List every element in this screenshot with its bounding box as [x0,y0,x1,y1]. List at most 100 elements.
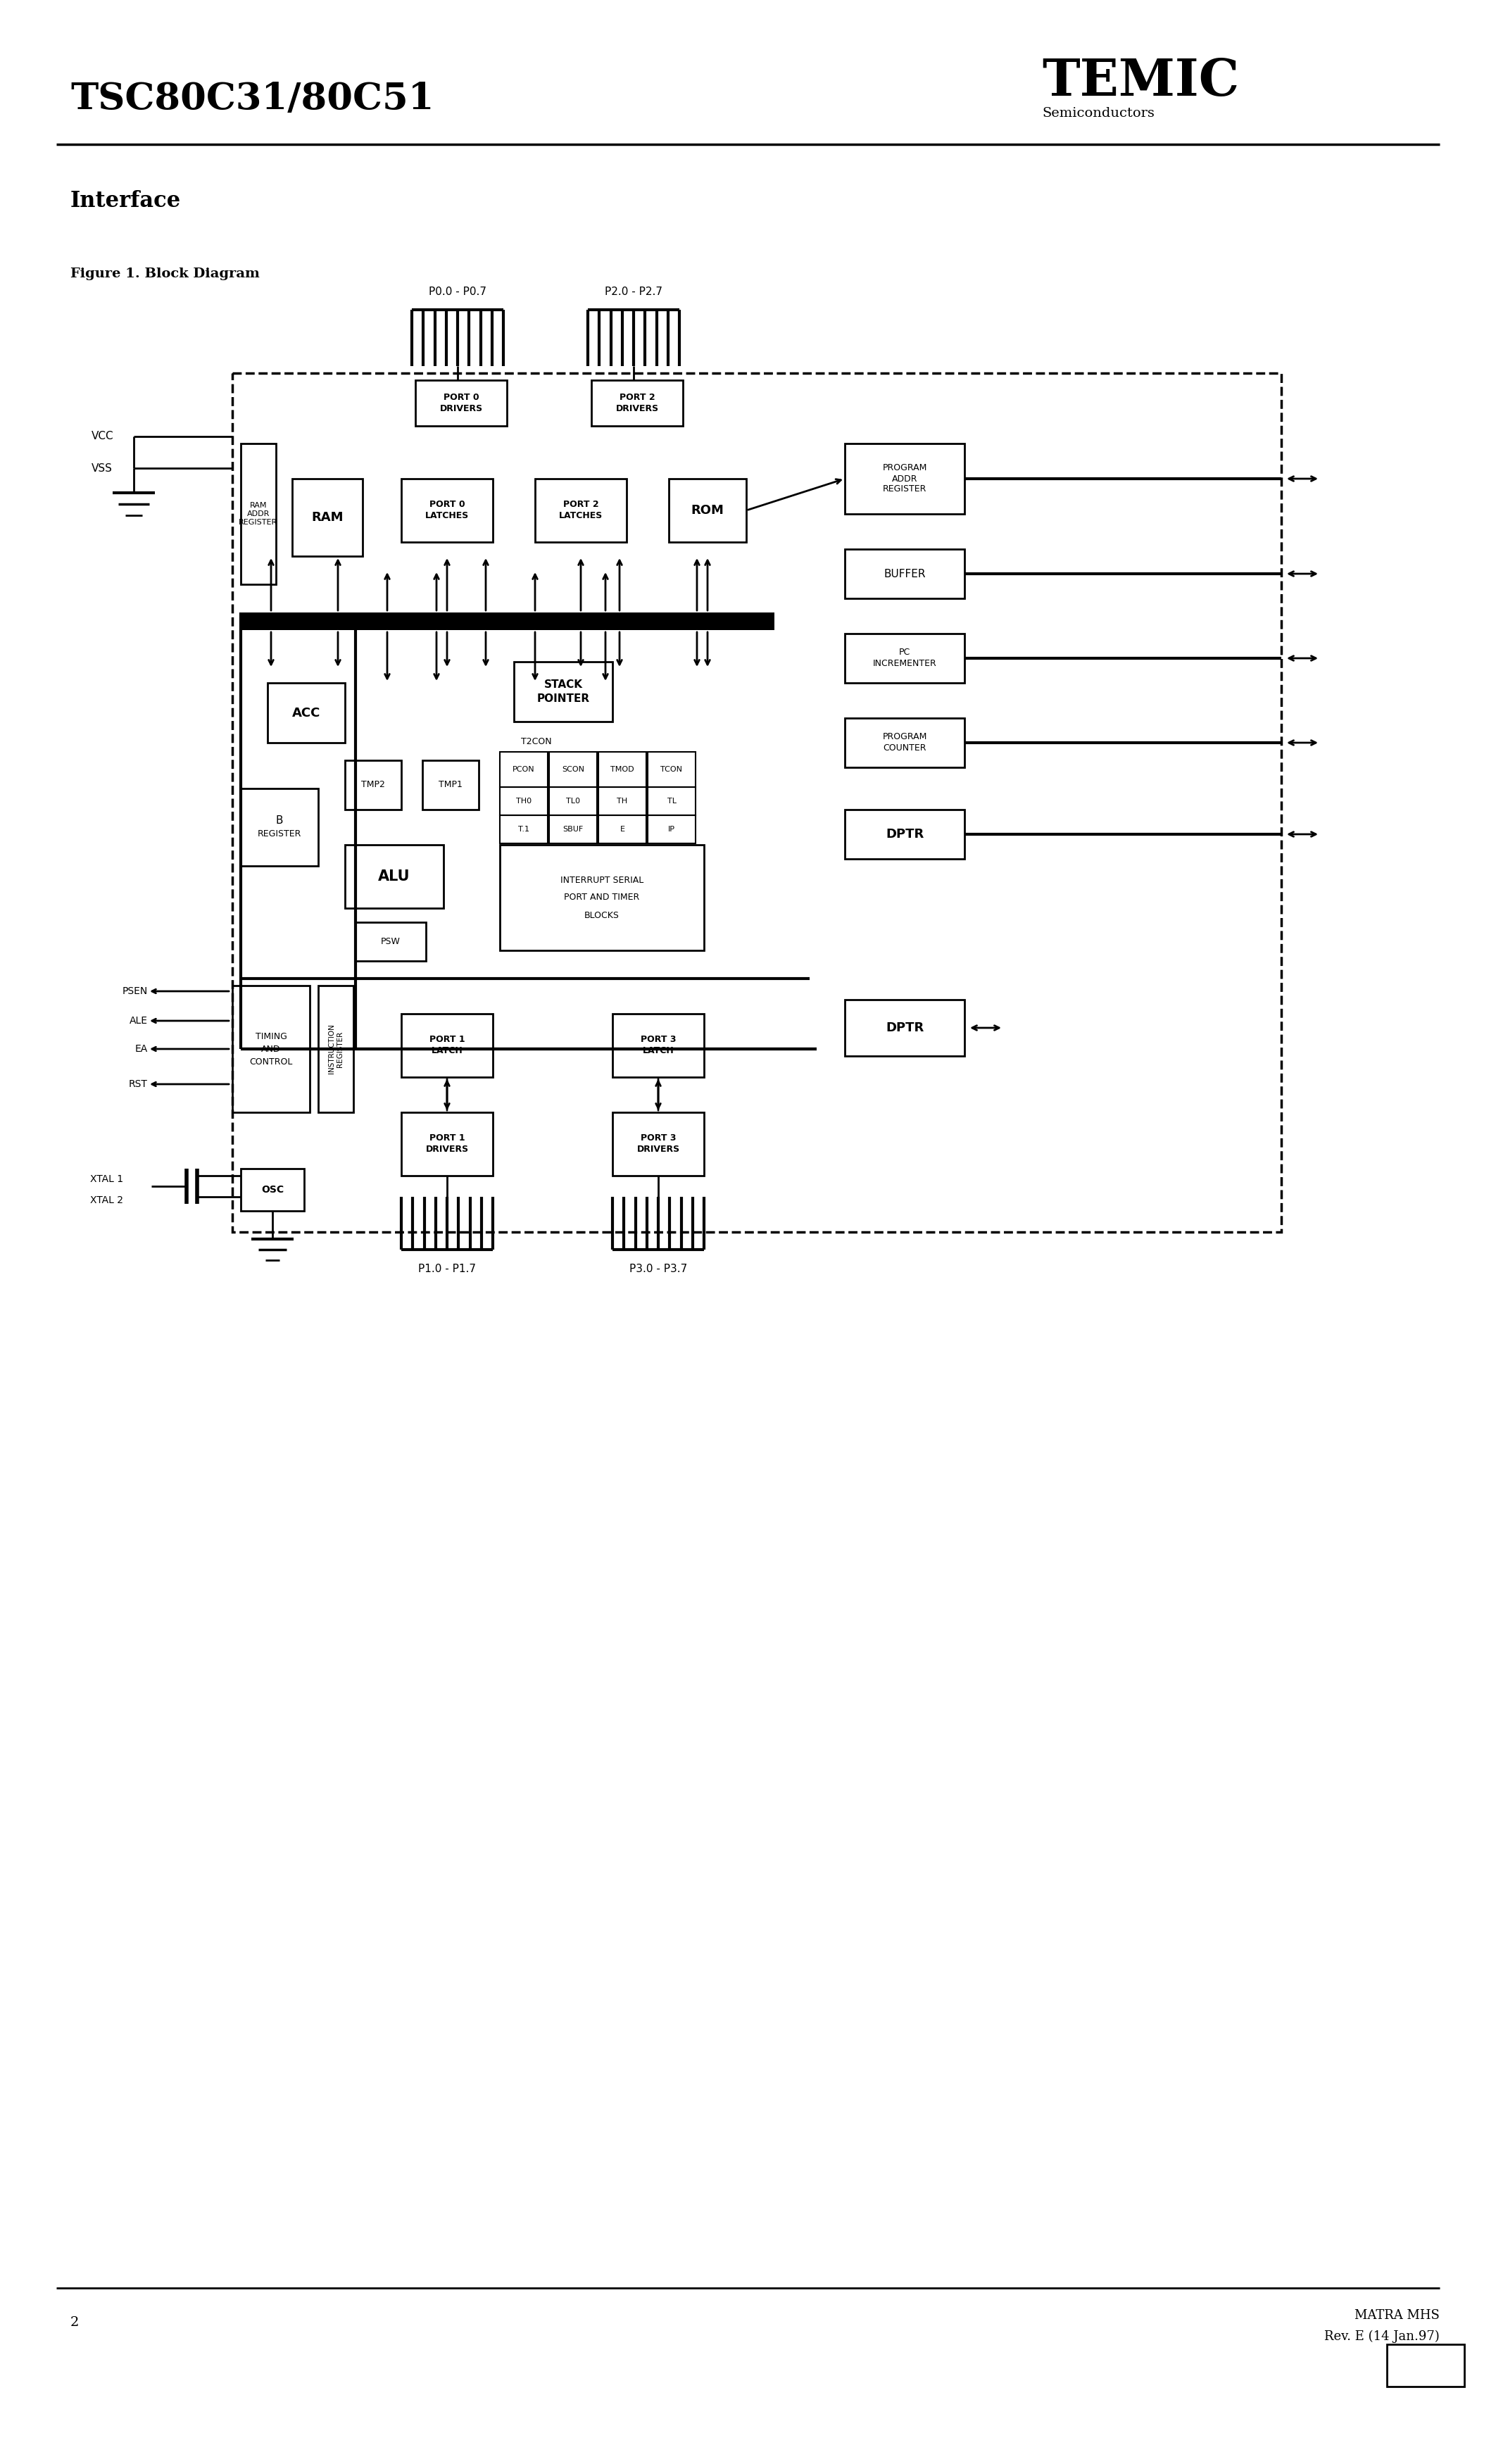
Text: PCON: PCON [513,766,536,774]
Text: REGISTER: REGISTER [883,485,926,493]
Text: Semiconductors: Semiconductors [1041,106,1155,121]
Bar [241,444,275,584]
Text: Figure 1. Block Diagram: Figure 1. Block Diagram [70,269,260,281]
Text: AND: AND [262,1045,281,1055]
Text: PROGRAM: PROGRAM [883,463,928,473]
Bar [549,816,597,843]
Text: ACC: ACC [292,707,320,719]
Bar [612,1111,705,1175]
Text: P0.0 - P0.7: P0.0 - P0.7 [429,286,486,298]
Bar [232,372,1281,1232]
Text: VSS: VSS [91,463,112,473]
Text: PORT 3: PORT 3 [640,1133,676,1143]
Text: XTAL 1: XTAL 1 [90,1175,123,1185]
Bar [241,788,319,865]
Text: PORT 1: PORT 1 [429,1133,465,1143]
Text: DRIVERS: DRIVERS [616,404,658,414]
Text: RAM
ADDR
REGISTER: RAM ADDR REGISTER [239,503,278,525]
Text: TCON: TCON [661,766,682,774]
Text: PORT 3: PORT 3 [640,1035,676,1045]
Text: TH: TH [616,798,628,806]
Text: IP: IP [669,825,675,833]
Bar [845,717,965,766]
Text: PROGRAM: PROGRAM [883,732,928,742]
Bar [319,986,353,1111]
Text: TEMIC: TEMIC [1041,57,1239,106]
Bar [612,1013,705,1077]
Bar [845,811,965,860]
Text: VCC: VCC [91,431,114,441]
Bar [598,816,646,843]
Text: TMP2: TMP2 [361,781,384,788]
Bar [669,478,747,542]
Text: PSEN: PSEN [123,986,148,995]
Bar [416,379,507,426]
Text: COUNTER: COUNTER [883,744,926,754]
Text: LATCH: LATCH [642,1047,675,1055]
Text: CONTROL: CONTROL [250,1057,293,1067]
Bar [356,922,426,961]
Text: P1.0 - P1.7: P1.0 - P1.7 [419,1264,476,1274]
Text: DRIVERS: DRIVERS [440,404,483,414]
Bar [515,663,612,722]
Bar [549,752,597,786]
Text: SBUF: SBUF [562,825,583,833]
Bar [241,1168,304,1210]
Bar [549,786,597,816]
Text: XTAL 2: XTAL 2 [90,1195,123,1205]
Text: T2CON: T2CON [521,737,552,747]
Bar [598,752,646,786]
Text: BLOCKS: BLOCKS [585,912,619,919]
Text: PORT AND TIMER: PORT AND TIMER [564,892,640,902]
Text: TSC80C31/80C51: TSC80C31/80C51 [70,81,434,116]
Text: TH0: TH0 [516,798,531,806]
Text: E: E [619,825,625,833]
Text: TL: TL [667,798,676,806]
Text: PORT 2: PORT 2 [562,500,598,510]
Text: TMOD: TMOD [610,766,634,774]
Text: TL0: TL0 [565,798,580,806]
Bar [598,786,646,816]
Bar [500,845,705,951]
Bar [648,752,696,786]
Text: TIMING: TIMING [256,1032,287,1040]
Text: ADDR: ADDR [892,473,917,483]
Text: ALU: ALU [378,870,410,885]
Bar [292,478,362,557]
Bar [536,478,627,542]
Bar [268,683,346,742]
Bar [845,444,965,515]
Text: DPTR: DPTR [886,1023,923,1035]
Text: PORT 0: PORT 0 [429,500,465,510]
Text: INSTRUCTION
REGISTER: INSTRUCTION REGISTER [328,1025,344,1074]
Bar [648,816,696,843]
Bar [232,986,310,1111]
Text: PSW: PSW [381,936,401,946]
Bar [648,786,696,816]
Text: ALE: ALE [130,1015,148,1025]
Bar [500,816,548,843]
Text: P3.0 - P3.7: P3.0 - P3.7 [630,1264,687,1274]
Text: DPTR: DPTR [886,828,923,840]
Text: 2: 2 [70,2316,79,2328]
Text: ROM: ROM [691,505,724,517]
Text: LATCHES: LATCHES [560,513,603,520]
Text: EA: EA [135,1045,148,1055]
Text: POINTER: POINTER [537,692,589,705]
Bar [241,614,775,631]
Text: T.1: T.1 [518,825,530,833]
Text: MATRA MHS: MATRA MHS [1354,2309,1439,2321]
Text: RST: RST [129,1079,148,1089]
Bar [346,845,443,909]
Text: PORT 1: PORT 1 [429,1035,465,1045]
Text: INTERRUPT SERIAL: INTERRUPT SERIAL [561,875,643,885]
Text: REGISTER: REGISTER [257,830,302,838]
Text: Interface: Interface [70,190,181,212]
Bar [845,549,965,599]
Text: P2.0 - P2.7: P2.0 - P2.7 [604,286,663,298]
Bar [500,786,548,816]
Text: OSC: OSC [262,1185,284,1195]
Text: LATCHES: LATCHES [425,513,468,520]
Text: RAM: RAM [311,510,344,525]
Text: STACK: STACK [545,680,582,690]
